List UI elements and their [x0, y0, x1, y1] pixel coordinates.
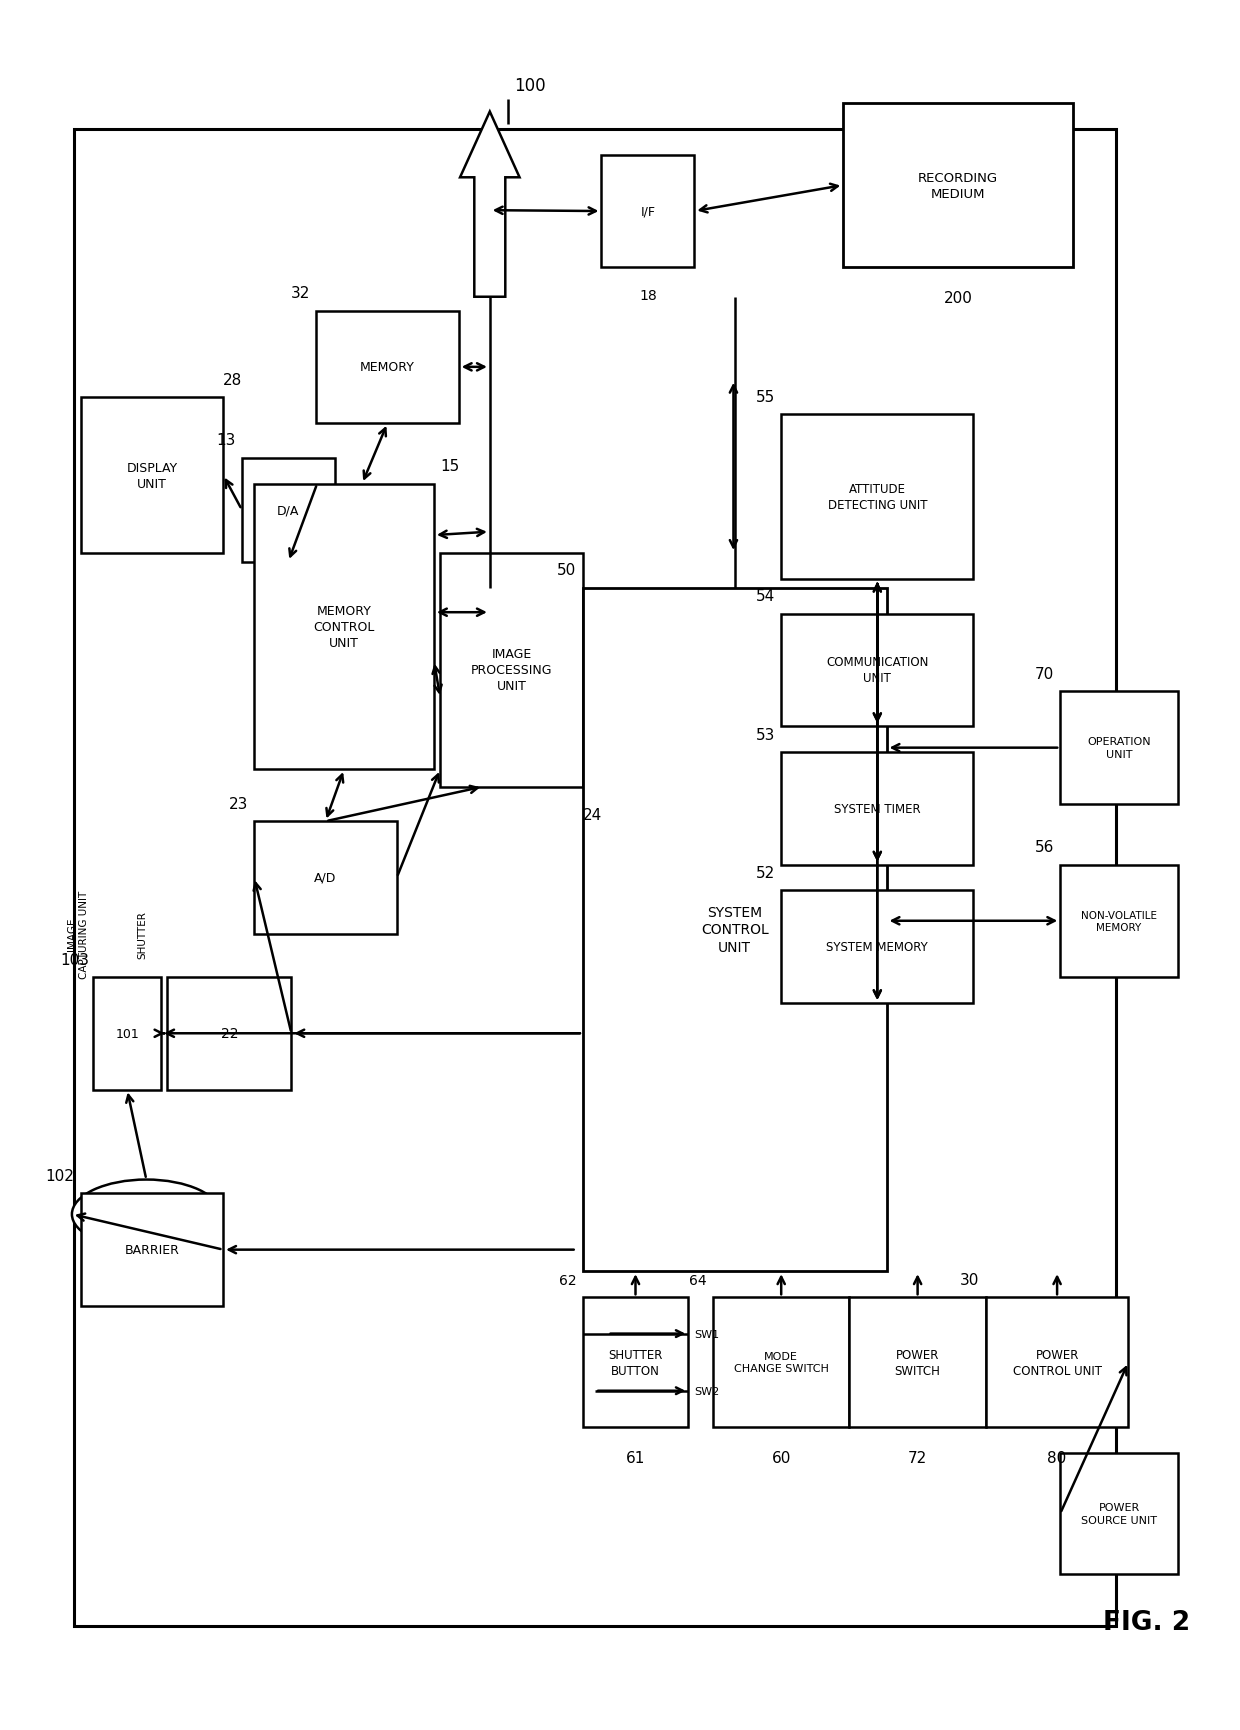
Text: 13: 13 [216, 432, 236, 448]
Text: 60: 60 [771, 1450, 791, 1465]
Text: BARRIER: BARRIER [124, 1244, 180, 1256]
Bar [583, 1298, 688, 1427]
Bar [843, 104, 1073, 268]
Text: SW2: SW2 [694, 1386, 719, 1396]
Bar [74, 130, 1116, 1626]
Text: MEMORY
CONTROL
UNIT: MEMORY CONTROL UNIT [314, 606, 374, 649]
Text: 50: 50 [557, 562, 577, 578]
Bar [316, 311, 459, 424]
Bar [781, 415, 973, 580]
Text: SYSTEM TIMER: SYSTEM TIMER [835, 803, 920, 815]
Text: NON-VOLATILE
MEMORY: NON-VOLATILE MEMORY [1081, 910, 1157, 932]
Text: 55: 55 [755, 389, 775, 405]
Text: MEMORY: MEMORY [360, 362, 415, 374]
Text: 54: 54 [755, 588, 775, 604]
Text: SYSTEM MEMORY: SYSTEM MEMORY [826, 941, 929, 953]
Text: SW1: SW1 [694, 1329, 719, 1339]
Text: POWER
CONTROL UNIT: POWER CONTROL UNIT [1013, 1348, 1101, 1377]
Bar [440, 554, 583, 787]
Text: 100: 100 [515, 78, 547, 95]
Bar [986, 1298, 1128, 1427]
Text: 32: 32 [290, 285, 310, 301]
Text: COMMUNICATION
UNIT: COMMUNICATION UNIT [826, 656, 929, 685]
Bar [781, 753, 973, 865]
Text: 23: 23 [228, 796, 248, 811]
Text: 22: 22 [221, 1026, 238, 1041]
Text: SHUTTER: SHUTTER [138, 910, 148, 958]
Text: 62: 62 [559, 1273, 577, 1287]
Text: 18: 18 [639, 289, 657, 303]
Text: 72: 72 [908, 1450, 928, 1465]
Text: MODE
CHANGE SWITCH: MODE CHANGE SWITCH [734, 1351, 828, 1374]
Text: 80: 80 [1048, 1450, 1066, 1465]
Text: 64: 64 [689, 1273, 707, 1287]
Text: D/A: D/A [277, 503, 300, 517]
Text: POWER
SWITCH: POWER SWITCH [895, 1348, 940, 1377]
Text: FIG. 2: FIG. 2 [1104, 1609, 1190, 1635]
Bar [849, 1298, 986, 1427]
Text: 56: 56 [1034, 839, 1054, 855]
Text: 61: 61 [626, 1450, 645, 1465]
Text: 15: 15 [440, 458, 460, 474]
Text: I/F: I/F [640, 206, 656, 218]
Bar [1060, 692, 1178, 804]
Text: SYSTEM
CONTROL
UNIT: SYSTEM CONTROL UNIT [701, 905, 769, 955]
Text: IMAGE
PROCESSING
UNIT: IMAGE PROCESSING UNIT [471, 649, 552, 692]
Text: 102: 102 [46, 1168, 74, 1183]
Text: A/D: A/D [314, 872, 337, 884]
Text: SHUTTER
BUTTON: SHUTTER BUTTON [609, 1348, 662, 1377]
Bar [601, 156, 694, 268]
Text: POWER
SOURCE UNIT: POWER SOURCE UNIT [1081, 1503, 1157, 1524]
Text: OPERATION
UNIT: OPERATION UNIT [1087, 737, 1151, 759]
Text: ATTITUDE
DETECTING UNIT: ATTITUDE DETECTING UNIT [827, 483, 928, 512]
Bar [81, 398, 223, 554]
Bar [81, 1194, 223, 1306]
Bar [242, 458, 335, 562]
Bar [583, 588, 887, 1272]
Bar [1060, 865, 1178, 977]
Text: DISPLAY
UNIT: DISPLAY UNIT [126, 462, 177, 490]
Text: 30: 30 [960, 1272, 980, 1287]
Text: 52: 52 [755, 865, 775, 881]
Text: 70: 70 [1034, 666, 1054, 682]
Text: 53: 53 [755, 727, 775, 742]
Ellipse shape [72, 1180, 221, 1249]
Bar [93, 977, 161, 1090]
Text: RECORDING
MEDIUM: RECORDING MEDIUM [918, 171, 998, 201]
Text: 200: 200 [944, 291, 972, 306]
Text: 103: 103 [61, 952, 89, 967]
Bar [781, 614, 973, 727]
Bar [254, 484, 434, 770]
Text: 101: 101 [115, 1028, 139, 1040]
Bar [713, 1298, 849, 1427]
Bar [167, 977, 291, 1090]
Bar [1060, 1453, 1178, 1574]
Text: 28: 28 [223, 372, 243, 388]
Text: IMAGE
CAPTURING UNIT: IMAGE CAPTURING UNIT [67, 891, 89, 977]
Polygon shape [460, 112, 520, 298]
Text: 24: 24 [583, 808, 603, 823]
Bar [254, 822, 397, 934]
Bar [781, 891, 973, 1003]
